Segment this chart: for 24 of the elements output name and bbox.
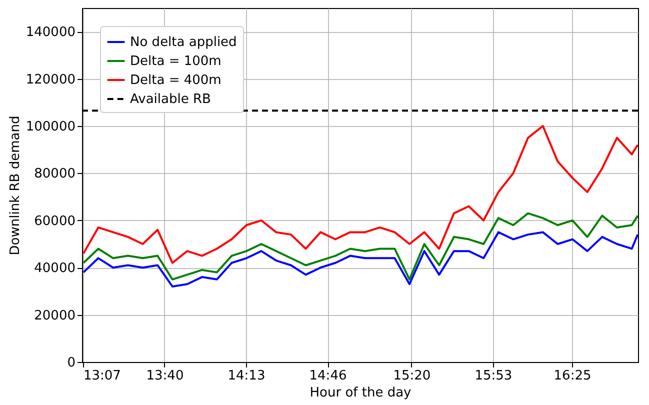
legend-label: Delta = 400m xyxy=(130,73,222,88)
line-series xyxy=(82,125,638,264)
x-tick-label: 13:40 xyxy=(146,368,184,384)
line-series xyxy=(82,231,638,288)
legend-label: No delta applied xyxy=(130,35,237,50)
x-tick-label: 14:13 xyxy=(228,368,266,384)
y-tick-label: 120000 xyxy=(26,72,76,88)
x-tick-label: 14:46 xyxy=(309,368,347,384)
y-tick-label: 140000 xyxy=(26,25,76,40)
y-tick-label: 40000 xyxy=(34,261,76,276)
y-tick-label: 60000 xyxy=(34,214,76,229)
y-tick-label: 80000 xyxy=(34,166,76,182)
x-axis-title: Hour of the day xyxy=(310,386,412,400)
y-axis-title: Downlink RB demand xyxy=(8,116,23,256)
x-tick-label: 15:20 xyxy=(393,368,431,384)
legend-label: Delta = 100m xyxy=(130,54,222,69)
x-tick-label: 15:53 xyxy=(474,368,512,384)
y-tick-label: 100000 xyxy=(26,120,76,134)
x-tick-label: 16:25 xyxy=(554,368,592,384)
ref-line-label: Available RB xyxy=(130,92,211,107)
y-tick-label: 0 xyxy=(67,356,76,370)
x-tick-label: 13:07 xyxy=(83,368,121,384)
y-tick-label: 20000 xyxy=(34,308,76,324)
line-series xyxy=(82,212,638,280)
